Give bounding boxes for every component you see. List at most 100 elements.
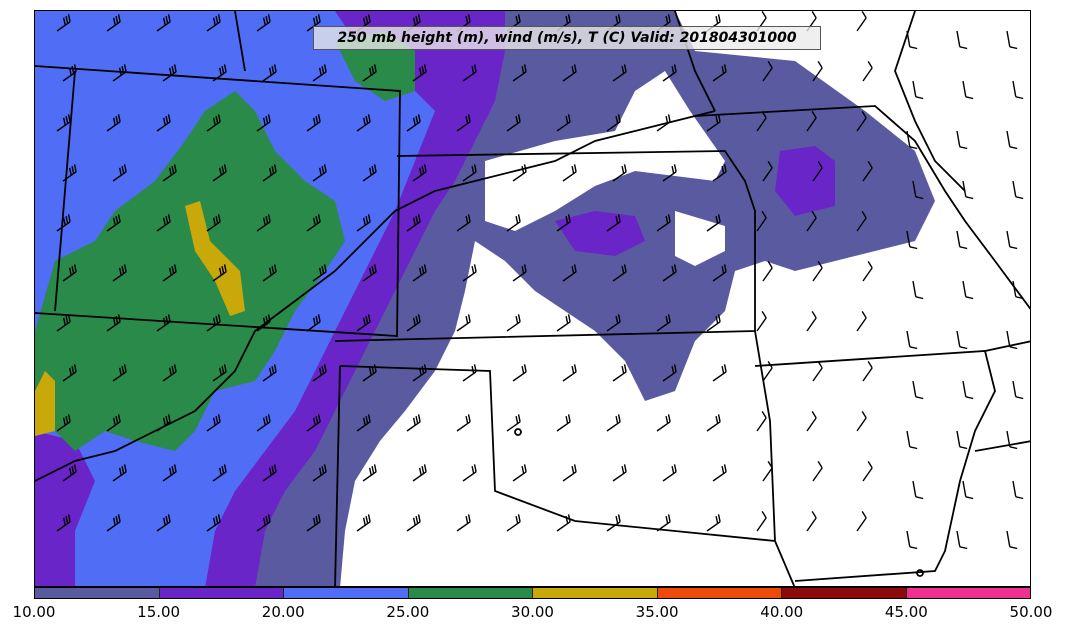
wind-barb — [1006, 30, 1018, 50]
wind-barb — [856, 11, 867, 32]
wind-barb — [762, 61, 773, 82]
wind-barb — [706, 214, 721, 232]
wind-barb — [562, 264, 577, 282]
wind-barb — [962, 80, 974, 100]
wind-barb — [762, 161, 773, 182]
state-line — [694, 105, 1030, 310]
wind-barb — [862, 161, 873, 182]
wind-barb — [512, 64, 527, 82]
wind-barb — [556, 514, 571, 532]
wind-barb — [806, 411, 817, 432]
wind-barb — [556, 214, 571, 232]
wind-barb — [662, 64, 677, 82]
wind-barb — [962, 280, 974, 300]
colorbar-tick-label: 50.00 — [1009, 603, 1053, 621]
wind-barb — [956, 430, 968, 450]
wind-barb — [262, 64, 277, 82]
wind-barb — [106, 214, 121, 232]
wind-barb — [462, 464, 477, 482]
wind-barb — [256, 414, 271, 432]
state-line — [334, 365, 341, 586]
wind-barb — [856, 311, 867, 332]
state-line — [754, 350, 996, 582]
wind-barb — [812, 61, 823, 82]
wind-barb — [162, 264, 177, 282]
wind-barb — [262, 164, 277, 182]
wind-barb — [962, 180, 974, 200]
colorbar-segment — [533, 588, 658, 598]
wind-barb — [856, 111, 867, 132]
colorbar-tick-label: 10.00 — [12, 603, 56, 621]
wind-barb — [662, 464, 677, 482]
wind-barb — [762, 461, 773, 482]
wind-barb — [1006, 530, 1018, 550]
wind-barb — [1012, 480, 1024, 500]
wind-barb — [506, 314, 521, 332]
map-title: 250 mb height (m), wind (m/s), T (C) Val… — [313, 26, 821, 50]
wind-barb — [262, 464, 277, 482]
wind-barb — [612, 164, 627, 182]
wind-barb — [462, 264, 477, 282]
wind-barb — [406, 114, 421, 132]
wind-barb — [56, 414, 71, 432]
wind-barb — [106, 514, 121, 532]
colorbar-tick-label: 30.00 — [511, 603, 554, 621]
wind-barb — [112, 464, 127, 482]
wind-barb — [712, 364, 727, 382]
wind-barb — [212, 264, 227, 282]
wind-barb — [862, 61, 873, 82]
wind-barb — [206, 514, 221, 532]
colorbar-tick-label: 25.00 — [386, 603, 430, 621]
wind-barb — [856, 411, 867, 432]
state-line — [984, 340, 1030, 352]
wind-barb — [412, 364, 427, 382]
wind-barb — [56, 314, 71, 332]
wind-barb — [406, 514, 421, 532]
wind-barb — [862, 361, 873, 382]
wind-barb — [456, 214, 471, 232]
wind-barb — [362, 264, 377, 282]
wind-barb — [706, 414, 721, 432]
colorbar-tick-label: 20.00 — [261, 603, 305, 621]
wind-barb — [562, 64, 577, 82]
wind-barb — [256, 114, 271, 132]
wind-barb — [412, 264, 427, 282]
wind-barb — [756, 111, 767, 132]
wind-barb — [212, 64, 227, 82]
wind-barb — [206, 214, 221, 232]
wind-barb — [356, 514, 371, 532]
calm-area — [675, 211, 725, 266]
wind-barb — [456, 414, 471, 432]
wind-barb — [406, 314, 421, 332]
wind-barb — [612, 264, 627, 282]
wind-barb — [312, 164, 327, 182]
wind-barb — [706, 114, 721, 132]
wind-barb — [206, 14, 221, 32]
wind-barb — [806, 111, 817, 132]
wind-barb — [912, 380, 924, 400]
colorbar-segment — [35, 588, 160, 598]
colorbar — [34, 587, 1031, 599]
wind-barb — [962, 480, 974, 500]
wind-barb — [662, 264, 677, 282]
wind-barb — [912, 280, 924, 300]
wind-barb — [62, 164, 77, 182]
wind-barb — [512, 264, 527, 282]
wind-barb — [662, 364, 677, 382]
wind-barb — [562, 164, 577, 182]
wind-barb — [912, 480, 924, 500]
wind-barb — [412, 464, 427, 482]
wind-barb — [956, 130, 968, 150]
wind-barb — [862, 461, 873, 482]
wind-barb — [906, 230, 918, 250]
wind-barb — [1006, 430, 1018, 450]
wind-barb — [756, 411, 767, 432]
wind-barb — [306, 314, 321, 332]
wind-barb — [1012, 80, 1024, 100]
wind-barb — [156, 14, 171, 32]
colorbar-segment — [408, 588, 533, 598]
wind-barb — [262, 264, 277, 282]
wind-barb — [306, 414, 321, 432]
wind-barb — [656, 314, 671, 332]
wind-barb — [706, 514, 721, 532]
